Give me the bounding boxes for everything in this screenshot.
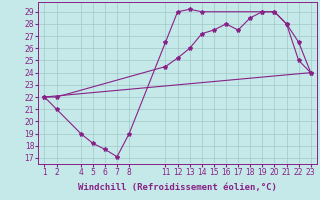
X-axis label: Windchill (Refroidissement éolien,°C): Windchill (Refroidissement éolien,°C) (78, 183, 277, 192)
